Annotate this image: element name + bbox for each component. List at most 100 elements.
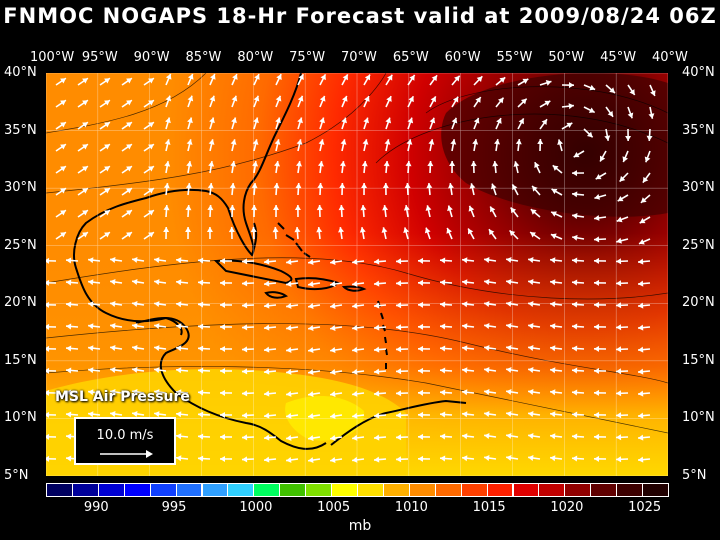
wind-arrow xyxy=(615,280,629,287)
isobars xyxy=(46,73,668,434)
wind-arrow xyxy=(99,99,111,108)
wind-arrow xyxy=(165,73,172,86)
wind-arrow xyxy=(263,346,277,353)
wind-arrow xyxy=(382,204,389,218)
wind-arrow xyxy=(571,345,585,352)
wind-arrow xyxy=(484,323,497,329)
wind-arrow xyxy=(297,117,303,130)
wind-arrow xyxy=(263,258,277,265)
wind-arrow xyxy=(219,389,233,396)
wind-arrow xyxy=(403,205,410,218)
wind-arrow xyxy=(99,187,111,196)
wind-arrow xyxy=(417,433,431,440)
wind-arrow xyxy=(385,74,393,86)
wind-arrow xyxy=(121,209,133,218)
wind-arrow xyxy=(186,139,193,152)
wind-arrow xyxy=(510,207,519,218)
colorbar-swatch xyxy=(382,483,410,497)
wind-arrow xyxy=(253,95,260,108)
wind-arrow xyxy=(571,170,585,177)
wind-arrow xyxy=(484,455,497,461)
wind-arrow xyxy=(537,138,544,152)
wind-arrow xyxy=(492,160,499,174)
wind-arrow xyxy=(296,161,302,174)
wind-arrow xyxy=(330,435,343,441)
wind-arrow xyxy=(143,187,155,196)
wind-arrow xyxy=(272,226,279,240)
colorbar-swatch xyxy=(201,483,229,497)
wind-arrow xyxy=(154,367,167,374)
wind-arrow xyxy=(330,281,343,287)
pressure-wind-map[interactable] xyxy=(46,73,668,476)
wind-arrow xyxy=(461,455,475,462)
wind-arrow xyxy=(451,96,459,108)
wind-arrow xyxy=(110,367,123,373)
wind-arrow xyxy=(484,345,497,351)
wind-arrow xyxy=(330,347,343,353)
wind-arrow xyxy=(373,280,387,287)
map-title: FNMOC NOGAPS 18-Hr Forecast valid at 200… xyxy=(3,4,717,28)
wind-arrow xyxy=(627,84,636,96)
wind-arrow xyxy=(385,95,392,108)
wind-arrow xyxy=(163,204,170,218)
wind-arrow xyxy=(439,433,453,440)
wind-arrow xyxy=(484,257,497,263)
colorbar-swatch xyxy=(434,483,462,497)
wind-arrow xyxy=(593,279,607,286)
wind-arrow xyxy=(484,279,497,285)
wind-arrow xyxy=(583,84,596,91)
wind-arrow xyxy=(197,257,211,264)
longitude-label: 90°W xyxy=(133,50,170,65)
wind-arrow xyxy=(461,389,475,396)
wind-arrow xyxy=(484,301,497,307)
wind-arrow xyxy=(593,323,607,330)
wind-arrow xyxy=(383,160,390,174)
wind-arrow xyxy=(517,98,528,108)
wind-arrow xyxy=(381,227,388,240)
wind-reference-box: 10.0 m/s xyxy=(74,417,176,465)
wind-arrow xyxy=(273,182,280,196)
wind-arrow xyxy=(197,455,211,462)
wind-arrow xyxy=(187,95,194,108)
wind-arrow xyxy=(373,346,387,353)
wind-arrow xyxy=(593,367,607,374)
longitude-label: 55°W xyxy=(496,50,533,65)
wind-arrow xyxy=(351,258,365,265)
wind-arrow xyxy=(395,456,409,463)
wind-arrow xyxy=(65,257,79,264)
wind-arrow xyxy=(637,280,651,287)
wind-arrow xyxy=(539,118,548,130)
wind-arrow xyxy=(461,301,475,308)
wind-arrow xyxy=(406,139,413,152)
wind-arrow xyxy=(241,390,255,397)
latitude-label: 15°N xyxy=(4,352,37,368)
wind-arrow xyxy=(308,391,321,398)
wind-arrow xyxy=(55,209,67,218)
wind-arrow xyxy=(495,76,506,86)
wind-arrow xyxy=(219,345,233,352)
wind-arrow xyxy=(593,236,607,243)
latitude-label: 20°N xyxy=(4,295,37,311)
wind-arrow xyxy=(451,117,458,130)
wind-arrow xyxy=(506,344,519,351)
lesser-antilles xyxy=(377,300,388,369)
wind-arrow xyxy=(77,77,89,86)
wind-arrow xyxy=(639,216,651,224)
grid-lines xyxy=(46,73,668,476)
wind-arrow xyxy=(175,345,189,352)
wind-arrow xyxy=(617,194,629,202)
wind-arrow xyxy=(55,99,67,108)
wind-arrow xyxy=(316,204,323,218)
wind-arrow xyxy=(373,324,387,331)
wind-arrow xyxy=(197,411,211,418)
wind-arrow xyxy=(447,205,453,218)
wind-arrow xyxy=(231,73,238,86)
wind-arrow xyxy=(571,433,585,440)
wind-arrow xyxy=(506,322,519,329)
wind-arrow xyxy=(571,367,585,374)
wind-arrow xyxy=(241,368,255,375)
wind-arrow xyxy=(285,390,299,397)
wind-arrow xyxy=(132,410,145,417)
wind-arrow xyxy=(637,412,651,419)
latitude-label: 5°N xyxy=(682,468,707,483)
